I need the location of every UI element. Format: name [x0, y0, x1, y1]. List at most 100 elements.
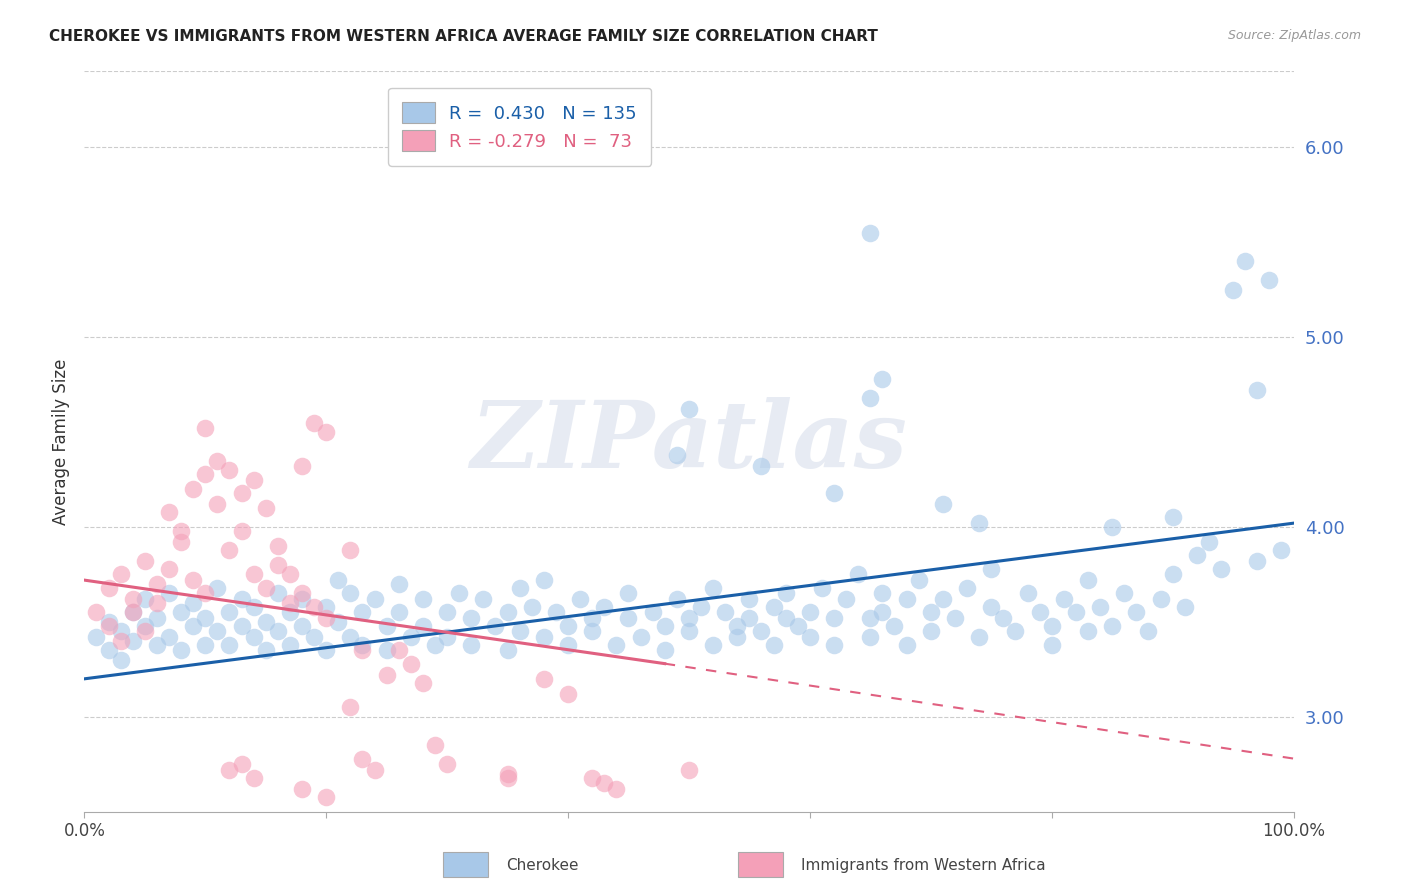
Point [799, 606, 821, 620]
Point [654, 643, 676, 657]
Point [388, 643, 411, 657]
Point [218, 638, 240, 652]
Point [472, 592, 495, 607]
Point [388, 606, 411, 620]
Point [496, 771, 519, 785]
Point [678, 611, 700, 625]
Point [121, 592, 143, 607]
Point [751, 459, 773, 474]
Point [956, 581, 979, 595]
Point [157, 586, 180, 600]
Point [302, 599, 325, 614]
Point [496, 606, 519, 620]
Point [896, 592, 918, 607]
Point [110, 624, 132, 639]
Point [1137, 624, 1160, 639]
Point [1077, 624, 1099, 639]
Point [231, 592, 253, 607]
Point [557, 687, 579, 701]
Point [702, 581, 724, 595]
Point [218, 463, 240, 477]
Point [738, 592, 761, 607]
Point [449, 586, 471, 600]
Point [630, 630, 652, 644]
Point [823, 638, 845, 652]
Point [993, 611, 1015, 625]
Point [859, 630, 882, 644]
Point [496, 643, 519, 657]
Point [1222, 283, 1244, 297]
Point [872, 586, 894, 600]
Point [291, 781, 314, 796]
Point [412, 618, 434, 632]
Point [1040, 618, 1063, 632]
Point [1077, 573, 1099, 587]
Point [86, 606, 108, 620]
Point [544, 606, 567, 620]
Point [315, 611, 337, 625]
Point [1198, 535, 1220, 549]
Point [967, 516, 990, 531]
Point [254, 581, 277, 595]
Point [328, 615, 350, 629]
Point [231, 757, 253, 772]
Text: Immigrants from Western Africa: Immigrants from Western Africa [801, 858, 1046, 872]
Point [967, 630, 990, 644]
Point [231, 524, 253, 538]
Point [725, 630, 748, 644]
Point [1209, 562, 1232, 576]
Point [581, 624, 603, 639]
Point [207, 453, 229, 467]
Point [375, 643, 398, 657]
Point [194, 611, 217, 625]
Point [315, 789, 337, 804]
Point [278, 596, 301, 610]
Point [146, 611, 169, 625]
Point [315, 425, 337, 439]
Point [690, 599, 713, 614]
Point [496, 766, 519, 780]
Point [1017, 586, 1039, 600]
Point [339, 542, 361, 557]
Point [533, 630, 555, 644]
Point [1234, 254, 1257, 268]
Point [352, 751, 374, 765]
Point [762, 638, 785, 652]
Point [278, 638, 301, 652]
Point [352, 606, 374, 620]
Point [811, 581, 834, 595]
Point [97, 615, 120, 629]
Point [352, 643, 374, 657]
Point [883, 618, 905, 632]
Point [267, 539, 290, 553]
Point [823, 485, 845, 500]
Point [1149, 592, 1171, 607]
Text: Source: ZipAtlas.com: Source: ZipAtlas.com [1227, 29, 1361, 42]
Point [110, 653, 132, 667]
Point [242, 473, 264, 487]
Point [1125, 606, 1147, 620]
Point [267, 586, 290, 600]
Point [157, 505, 180, 519]
Point [146, 596, 169, 610]
Point [980, 562, 1002, 576]
Point [97, 643, 120, 657]
Point [194, 421, 217, 435]
Point [738, 611, 761, 625]
Point [242, 599, 264, 614]
Point [363, 592, 385, 607]
Point [194, 586, 217, 600]
Point [134, 592, 156, 607]
Point [423, 638, 446, 652]
Point [254, 615, 277, 629]
Point [920, 624, 942, 639]
Point [593, 599, 616, 614]
Point [1028, 606, 1050, 620]
Point [799, 630, 821, 644]
Point [859, 611, 882, 625]
Point [254, 500, 277, 515]
Point [859, 391, 882, 405]
Point [423, 739, 446, 753]
Point [436, 630, 458, 644]
Point [665, 592, 688, 607]
